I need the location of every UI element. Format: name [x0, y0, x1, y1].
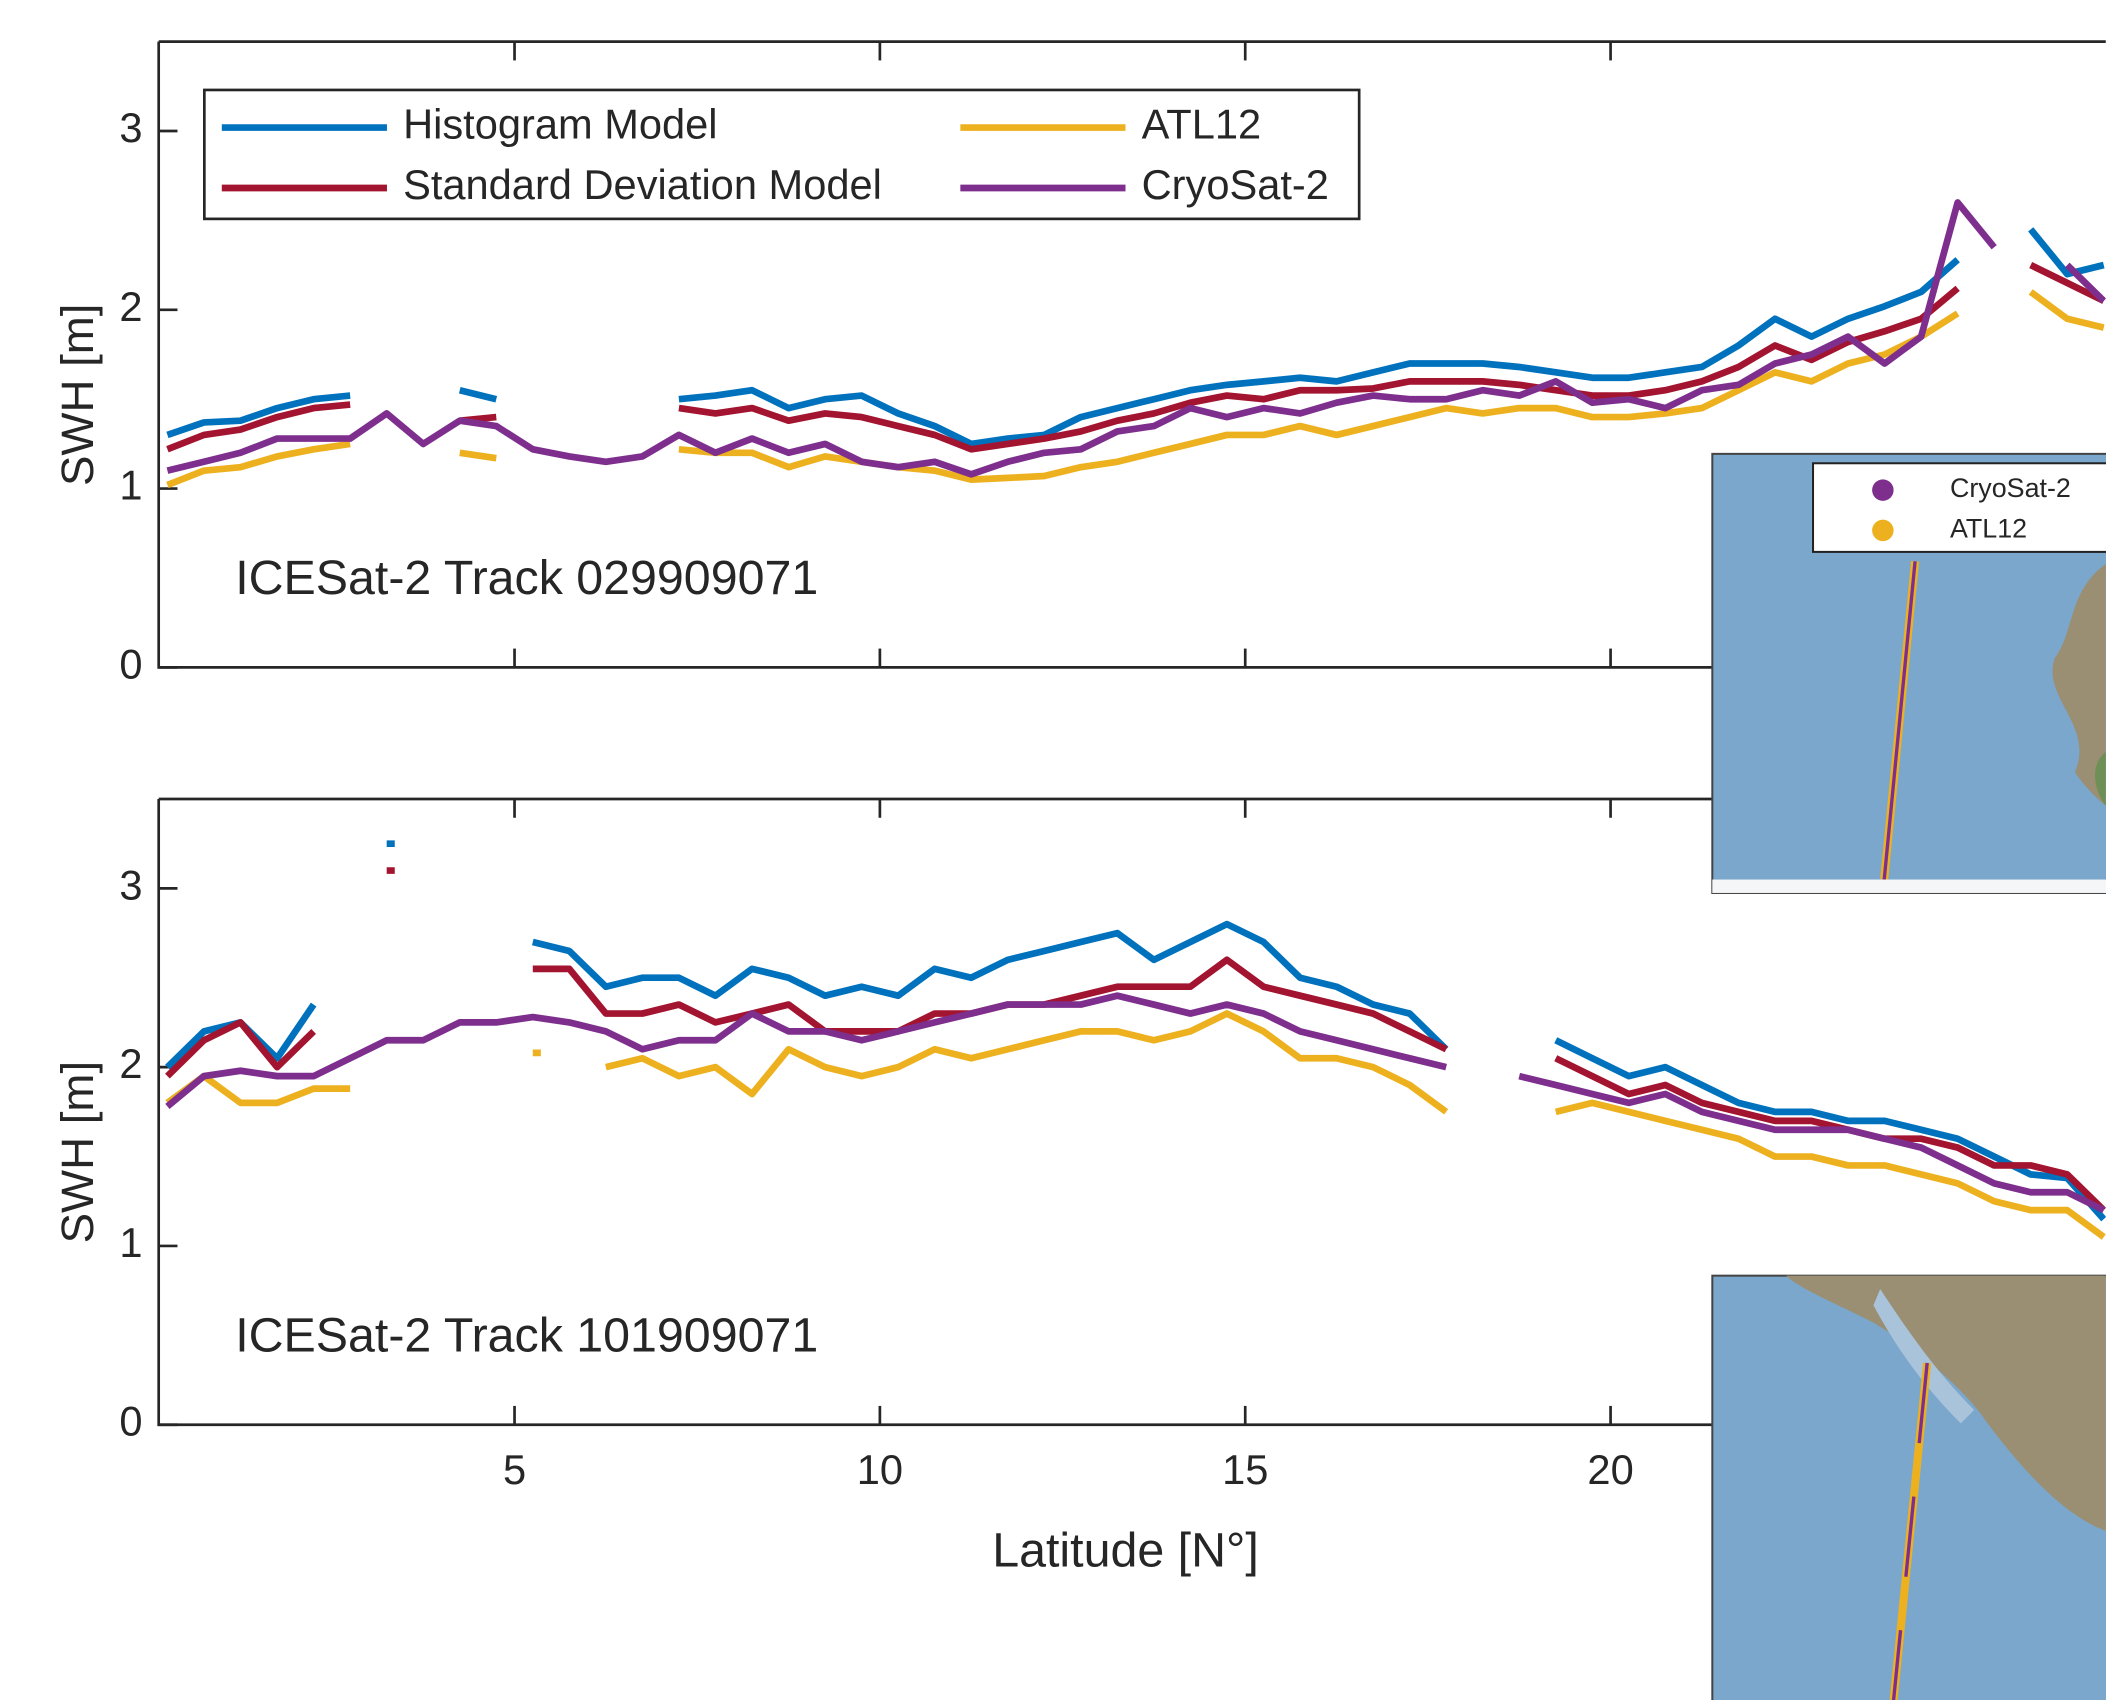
y-tick-label: 0 [119, 640, 142, 687]
y-tick-label: 0 [119, 1398, 142, 1445]
legend-label: CryoSat-2 [1142, 161, 1329, 208]
inset-legend-label: CryoSat-2 [1950, 473, 2071, 503]
legend: Histogram Model Standard Deviation Model A… [204, 90, 1359, 219]
y-tick-label: 2 [119, 1040, 142, 1087]
inset-map [1712, 1276, 2106, 1700]
y-tick-label: 1 [119, 1219, 142, 1266]
x-tick-label: 5 [503, 1446, 526, 1493]
x-axis-label: Latitude [N°] [992, 1523, 1259, 1577]
y-tick-label: 3 [119, 104, 142, 151]
legend-label: Histogram Model [403, 101, 717, 148]
y-tick-label: 1 [119, 462, 142, 509]
legend-label: ATL12 [1142, 101, 1262, 148]
y-tick-label: 2 [119, 283, 142, 330]
y-tick-label: 3 [119, 861, 142, 908]
x-tick-label: 10 [857, 1446, 903, 1493]
annotation: ICESat-2 Track 029909071 [235, 551, 818, 605]
annotation: ICESat-2 Track 101909071 [235, 1309, 818, 1363]
y-axis-label: SWH [m] [52, 304, 103, 487]
x-tick-label: 15 [1222, 1446, 1268, 1493]
inset-legend-marker [1872, 479, 1893, 500]
inset-map [1712, 454, 2106, 893]
figure: 0 1 2 3 SWH [m] ICESat-2 Track 029909071 Histo… [0, 0, 2106, 1700]
y-axis-label: SWH [m] [52, 1061, 103, 1244]
x-tick-label: 20 [1587, 1446, 1633, 1493]
legend-label: Standard Deviation Model [403, 161, 882, 208]
inset-legend-marker [1872, 520, 1893, 541]
inset-legend-label: ATL12 [1950, 514, 2027, 544]
